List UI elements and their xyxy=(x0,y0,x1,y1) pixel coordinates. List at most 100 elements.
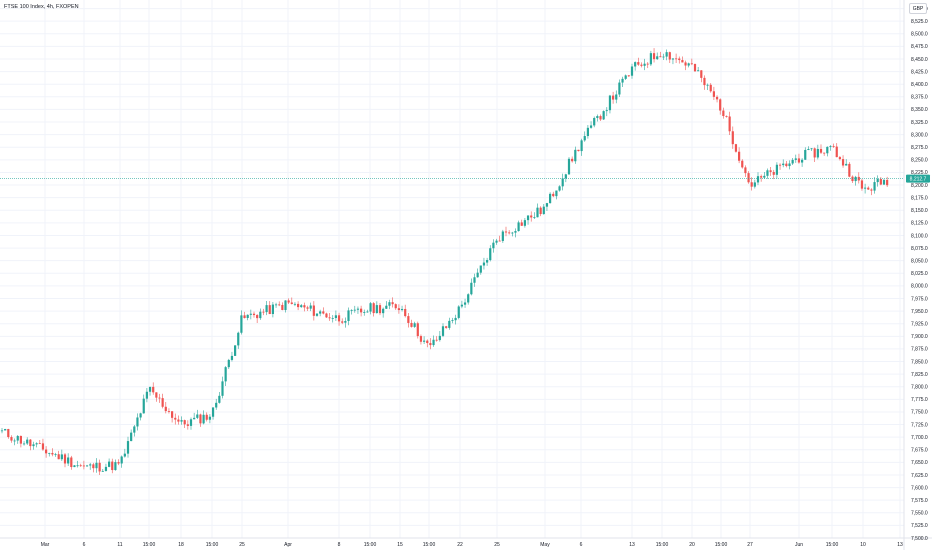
candle-body xyxy=(290,302,293,304)
candle-body xyxy=(841,159,845,166)
candle-body xyxy=(117,462,120,464)
candle-body xyxy=(801,159,804,163)
candle-body xyxy=(804,149,807,160)
candle-body xyxy=(555,190,558,197)
candle-body xyxy=(498,240,501,242)
y-tick-label: 7,525.0 xyxy=(911,523,928,529)
candle-body xyxy=(634,62,637,67)
candle-body xyxy=(719,99,722,111)
candle-body xyxy=(709,84,712,92)
candle-body xyxy=(451,320,454,322)
candle-body xyxy=(703,77,706,86)
candle-body xyxy=(495,240,498,243)
candle-body xyxy=(630,66,634,76)
candle-body xyxy=(514,231,517,233)
candle-body xyxy=(712,91,715,97)
candle-body xyxy=(48,452,51,454)
candle-body xyxy=(29,439,32,447)
candle-body xyxy=(520,222,523,226)
candle-body xyxy=(725,116,728,117)
candle-body xyxy=(731,131,734,145)
candle-body xyxy=(4,428,7,431)
candle-body xyxy=(649,53,652,65)
candle-body xyxy=(797,158,801,163)
candle-body xyxy=(152,386,155,393)
y-tick-label: 8,075.0 xyxy=(911,246,928,252)
candle-body xyxy=(838,157,841,160)
candle-body xyxy=(646,63,649,65)
x-tick-label: 25 xyxy=(494,542,500,548)
x-tick-label: 13 xyxy=(629,542,635,548)
y-tick-label: 7,750.0 xyxy=(911,410,928,416)
y-tick-label: 7,975.0 xyxy=(911,296,928,302)
candle-body xyxy=(454,317,457,321)
candle-body xyxy=(325,313,328,318)
x-axis[interactable]: Mar 6 11 15:00 18 15:00 25 Apr 8 15:00 15 15:00 22 25… xyxy=(41,542,903,548)
candle-body xyxy=(463,302,467,305)
candle-body xyxy=(775,164,778,175)
symbol-title[interactable]: FTSE 100 Index, 4h, FXOPEN xyxy=(4,4,79,10)
candle-body xyxy=(322,311,325,314)
candle-body xyxy=(476,272,479,278)
y-tick-label: 8,250.0 xyxy=(911,158,928,164)
candle-body xyxy=(265,305,268,313)
candle-body xyxy=(615,94,618,100)
candle-body xyxy=(13,440,16,442)
candle-body xyxy=(375,305,378,314)
candle-body xyxy=(174,417,177,420)
candle-body xyxy=(271,304,274,315)
candle-body xyxy=(423,340,426,342)
candle-body xyxy=(561,178,564,187)
candle-body xyxy=(101,470,104,472)
candle-body xyxy=(558,186,561,191)
candle-body xyxy=(337,315,341,322)
candle-body xyxy=(627,75,630,77)
candle-body xyxy=(435,339,438,341)
candle-body xyxy=(608,95,612,111)
candle-body xyxy=(82,465,85,467)
candle-body xyxy=(419,336,423,342)
y-tick-label: 8,450.0 xyxy=(911,57,928,63)
candle-body xyxy=(845,163,848,166)
candle-body xyxy=(161,398,164,407)
candle-body xyxy=(687,63,690,66)
candle-body xyxy=(599,116,602,120)
last-price-badge xyxy=(906,174,930,183)
y-tick-label: 8,050.0 xyxy=(911,258,928,264)
candle-body xyxy=(148,386,152,392)
candle-body xyxy=(126,441,130,454)
candle-body xyxy=(504,231,508,233)
candle-body xyxy=(470,282,473,295)
candle-body xyxy=(873,182,876,191)
y-tick-label: 7,775.0 xyxy=(911,397,928,403)
candle-body xyxy=(706,84,709,86)
y-axis[interactable]: 8,550.08,525.08,500.08,475.08,450.08,425… xyxy=(911,6,928,541)
y-tick-label: 7,725.0 xyxy=(911,422,928,428)
candle-body xyxy=(860,180,864,189)
y-tick-label: 8,025.0 xyxy=(911,271,928,277)
candle-body xyxy=(870,189,873,191)
candle-body xyxy=(429,343,432,346)
candle-body xyxy=(51,452,54,455)
candle-body xyxy=(136,417,139,427)
candle-body xyxy=(593,118,596,126)
candle-body xyxy=(728,116,731,132)
currency-badge[interactable]: GBP xyxy=(909,3,927,14)
candle-body xyxy=(186,424,189,426)
candle-body xyxy=(158,397,161,399)
candle-body xyxy=(823,152,826,154)
candle-body xyxy=(530,215,533,218)
candle-body xyxy=(501,231,504,241)
candle-body xyxy=(180,420,183,422)
candle-body xyxy=(656,56,659,60)
y-tick-label: 8,525.0 xyxy=(911,19,928,25)
candle-body xyxy=(523,220,526,226)
candle-body xyxy=(652,53,656,60)
candle-body xyxy=(79,465,82,467)
candle-body xyxy=(256,315,259,319)
candle-body xyxy=(438,335,441,341)
x-tick-label: May xyxy=(540,542,550,548)
candle-body xyxy=(130,432,133,442)
